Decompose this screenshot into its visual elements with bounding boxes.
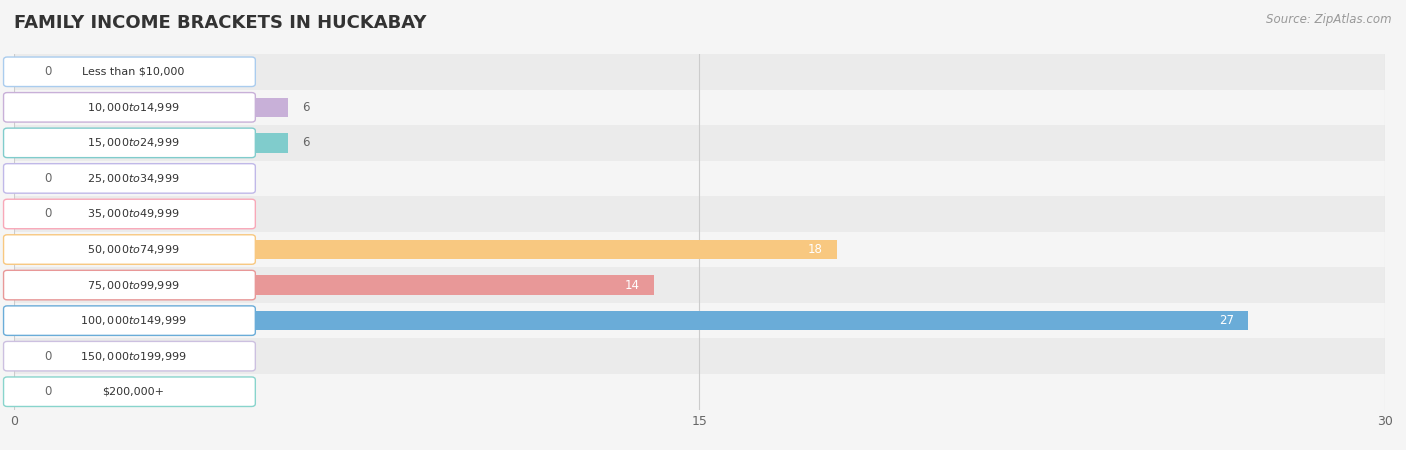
Bar	[14, 338, 1385, 374]
Text: 0: 0	[44, 385, 51, 398]
Text: 6: 6	[302, 136, 309, 149]
Bar	[14, 125, 1385, 161]
Text: Source: ZipAtlas.com: Source: ZipAtlas.com	[1267, 14, 1392, 27]
FancyBboxPatch shape	[4, 270, 256, 300]
Bar	[14, 169, 25, 188]
Bar	[14, 382, 25, 401]
FancyBboxPatch shape	[4, 199, 256, 229]
FancyBboxPatch shape	[4, 93, 256, 122]
Text: Less than $10,000: Less than $10,000	[82, 67, 184, 77]
FancyBboxPatch shape	[4, 235, 256, 264]
Bar	[14, 240, 837, 259]
Bar	[14, 196, 1385, 232]
Bar	[14, 267, 1385, 303]
Bar	[14, 204, 25, 224]
Text: $25,000 to $34,999: $25,000 to $34,999	[87, 172, 179, 185]
Text: 6: 6	[302, 101, 309, 114]
FancyBboxPatch shape	[4, 128, 256, 158]
Bar	[14, 98, 288, 117]
Text: $50,000 to $74,999: $50,000 to $74,999	[87, 243, 179, 256]
Text: 0: 0	[44, 207, 51, 220]
Text: $75,000 to $99,999: $75,000 to $99,999	[87, 279, 179, 292]
FancyBboxPatch shape	[4, 164, 256, 193]
Text: 0: 0	[44, 350, 51, 363]
Bar	[14, 275, 654, 295]
Bar	[14, 133, 288, 153]
FancyBboxPatch shape	[4, 306, 256, 335]
Text: $150,000 to $199,999: $150,000 to $199,999	[80, 350, 186, 363]
Text: 14: 14	[626, 279, 640, 292]
FancyBboxPatch shape	[4, 342, 256, 371]
Bar	[14, 346, 25, 366]
Bar	[14, 161, 1385, 196]
Bar	[14, 303, 1385, 338]
Text: $200,000+: $200,000+	[101, 387, 165, 397]
Text: FAMILY INCOME BRACKETS IN HUCKABAY: FAMILY INCOME BRACKETS IN HUCKABAY	[14, 14, 426, 32]
Text: 18: 18	[808, 243, 823, 256]
Bar	[14, 62, 25, 81]
Bar	[14, 90, 1385, 125]
Text: 0: 0	[44, 65, 51, 78]
Text: 27: 27	[1219, 314, 1234, 327]
Bar	[14, 374, 1385, 410]
Text: $35,000 to $49,999: $35,000 to $49,999	[87, 207, 179, 220]
Text: $100,000 to $149,999: $100,000 to $149,999	[80, 314, 186, 327]
Text: $10,000 to $14,999: $10,000 to $14,999	[87, 101, 179, 114]
Text: $15,000 to $24,999: $15,000 to $24,999	[87, 136, 179, 149]
Bar	[14, 54, 1385, 90]
Bar	[14, 232, 1385, 267]
FancyBboxPatch shape	[4, 377, 256, 406]
FancyBboxPatch shape	[4, 57, 256, 86]
Text: 0: 0	[44, 172, 51, 185]
Bar	[14, 311, 1249, 330]
